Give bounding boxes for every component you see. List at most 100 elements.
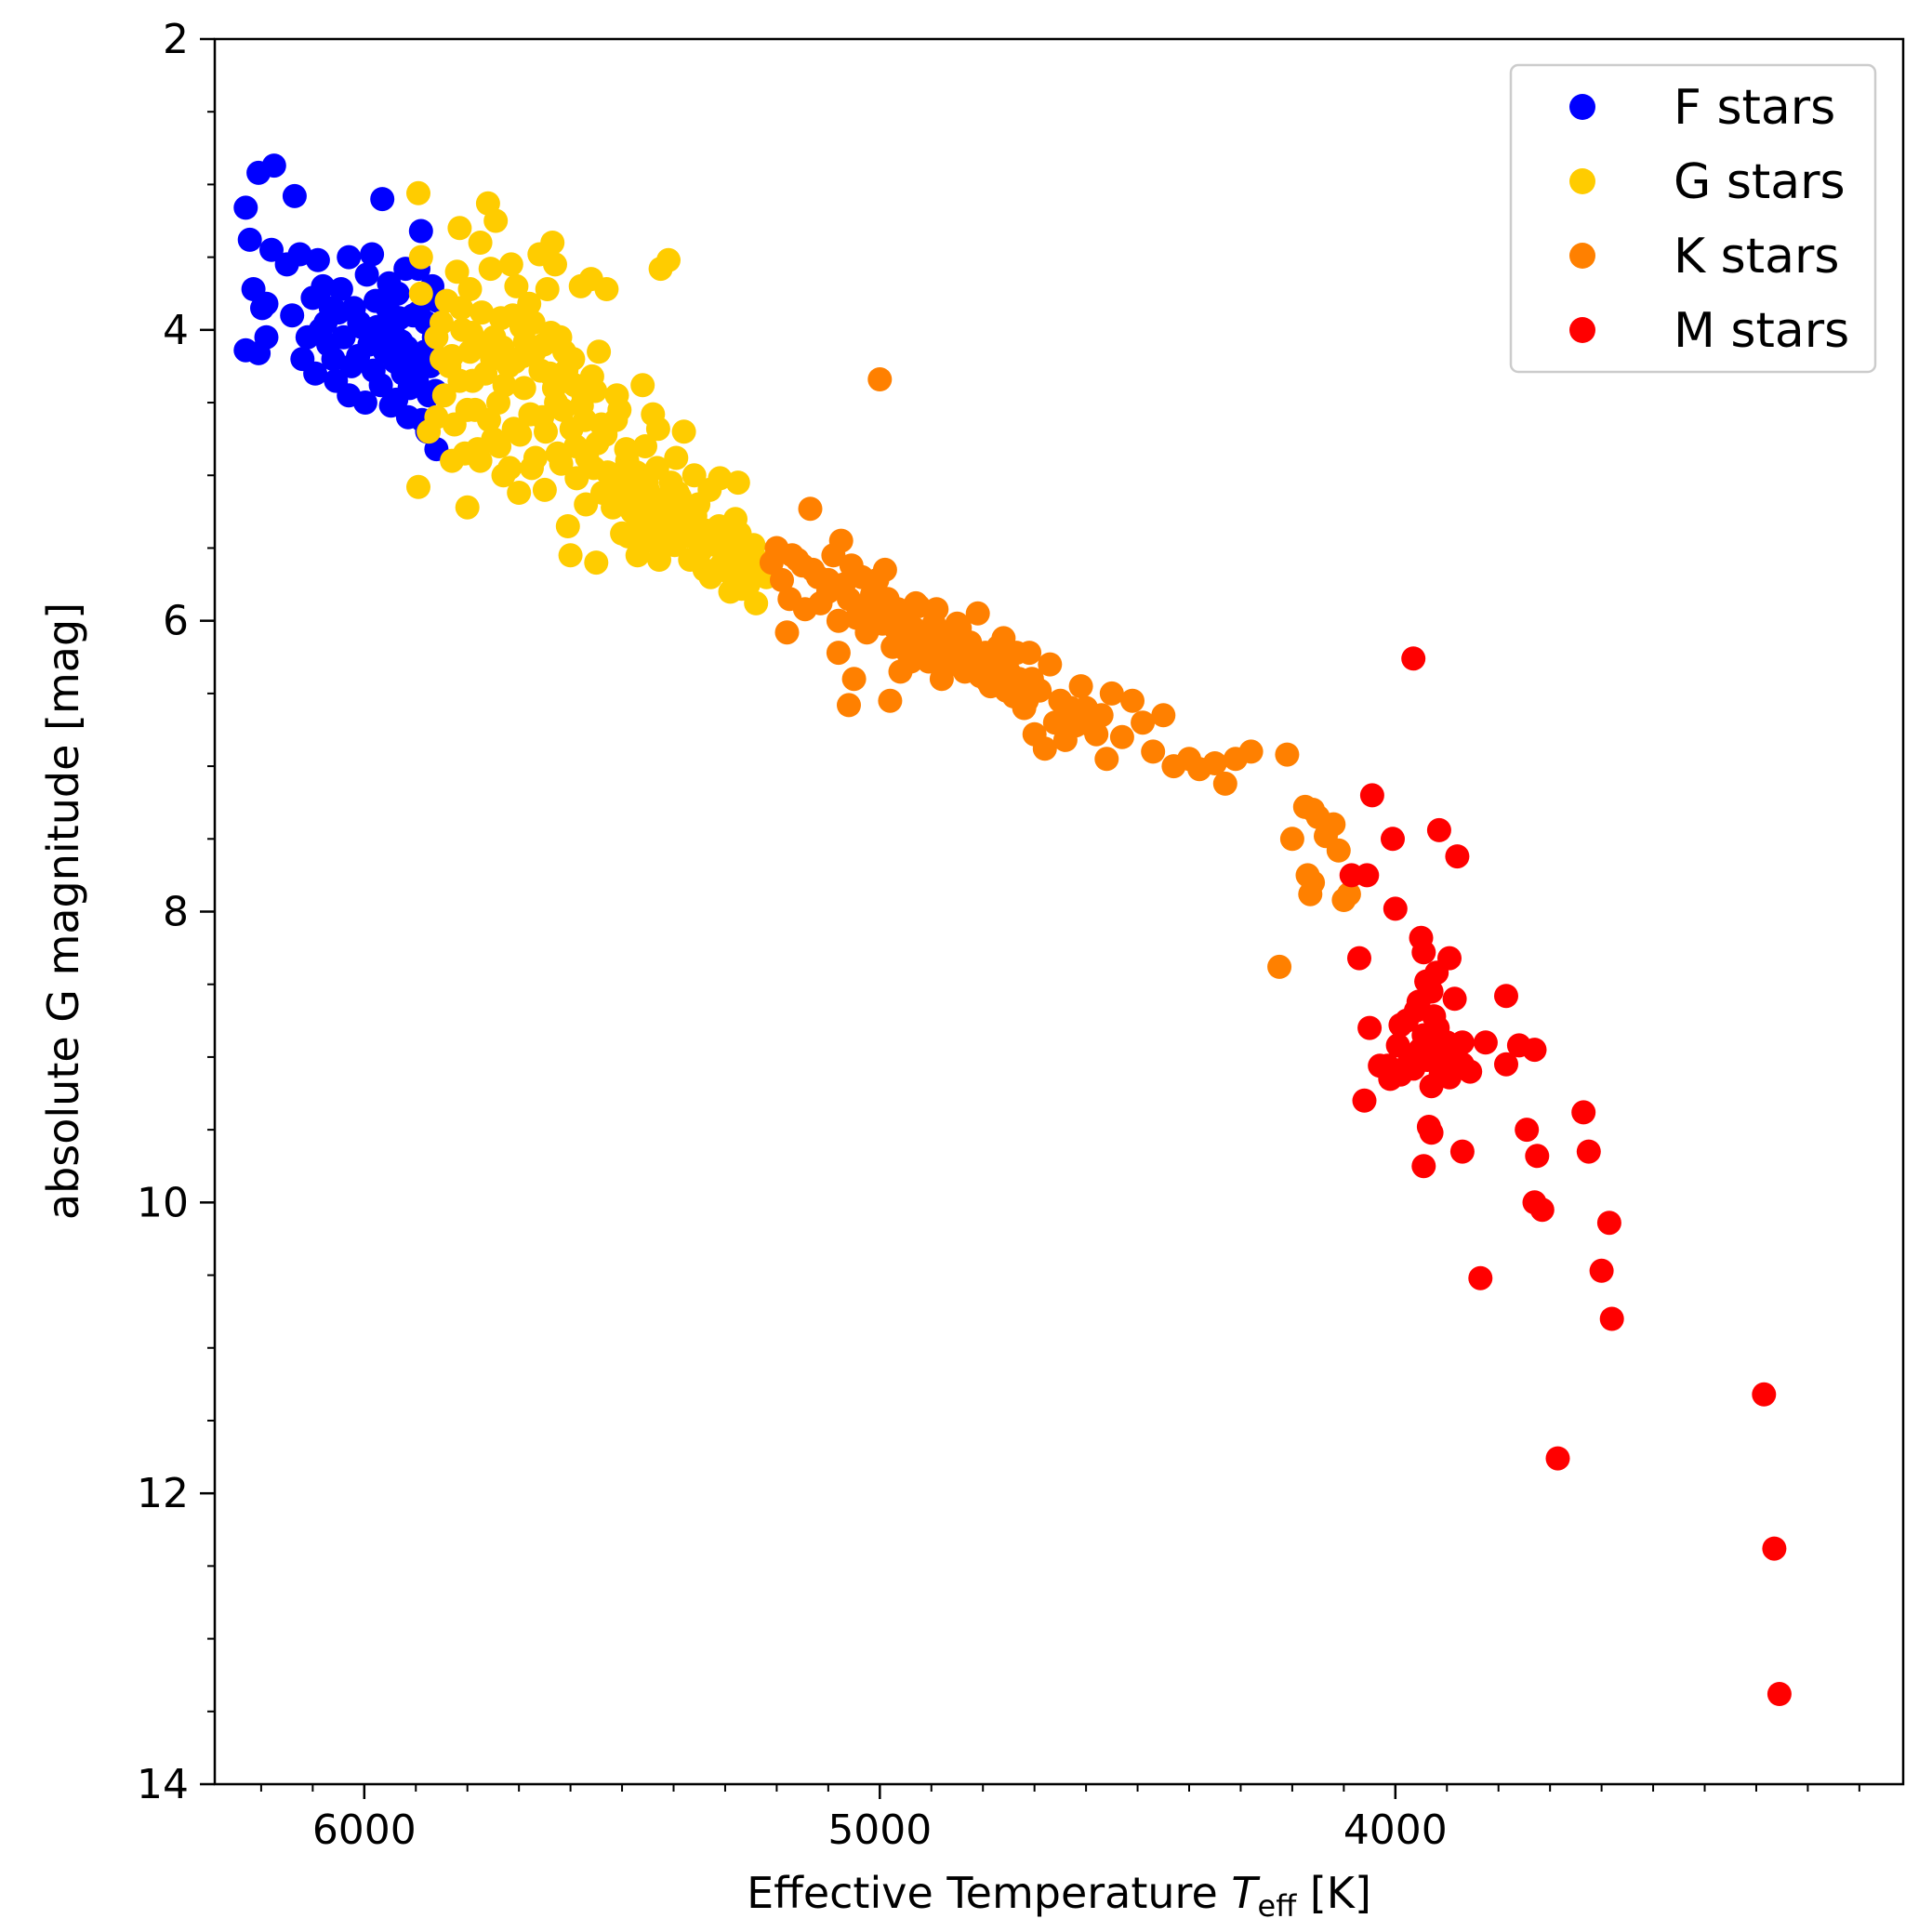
data-point <box>737 557 762 582</box>
data-point <box>500 303 525 328</box>
y-tick-label: 8 <box>163 889 189 936</box>
data-point <box>614 437 639 462</box>
data-point <box>406 474 430 499</box>
data-point <box>1458 1059 1483 1084</box>
data-point <box>1355 863 1380 888</box>
data-point <box>906 594 931 618</box>
legend-item: F stars <box>1569 80 1835 136</box>
data-point <box>490 335 515 360</box>
data-point <box>1589 1258 1614 1283</box>
data-point <box>1212 771 1237 796</box>
data-point <box>377 271 402 296</box>
data-point <box>573 407 598 432</box>
data-point <box>1279 827 1304 852</box>
data-point <box>237 227 262 252</box>
data-point <box>826 608 851 633</box>
data-point <box>1411 1154 1436 1179</box>
y-tick-label: 4 <box>163 307 189 354</box>
data-point <box>707 514 732 538</box>
data-point <box>826 641 851 666</box>
data-point <box>1378 1066 1403 1092</box>
data-point <box>1068 674 1093 699</box>
data-point <box>562 373 587 398</box>
data-point <box>541 376 566 401</box>
data-point <box>510 344 536 368</box>
y-tick-label: 10 <box>137 1179 189 1226</box>
data-point <box>1084 721 1109 747</box>
data-point <box>457 339 483 364</box>
data-point <box>584 550 609 576</box>
data-point <box>798 496 823 522</box>
data-point <box>1359 783 1384 808</box>
data-point <box>404 368 430 393</box>
data-point <box>449 296 474 321</box>
data-point <box>1468 1265 1493 1290</box>
data-point <box>440 344 465 368</box>
data-point <box>564 466 589 491</box>
data-point <box>686 492 711 517</box>
data-point <box>305 247 330 272</box>
data-point <box>507 481 532 505</box>
data-point <box>1099 681 1124 706</box>
data-point <box>865 567 890 592</box>
data-point <box>487 434 512 458</box>
data-point <box>708 466 733 491</box>
data-point <box>523 445 548 470</box>
data-point <box>468 231 493 255</box>
data-point <box>431 383 457 408</box>
data-point <box>534 419 558 444</box>
data-point <box>1411 940 1436 965</box>
data-point <box>1401 646 1426 671</box>
series-g-stars <box>406 180 779 615</box>
data-point <box>406 180 430 205</box>
data-point <box>1298 881 1323 906</box>
data-point <box>254 324 279 350</box>
legend-marker <box>1569 243 1595 269</box>
data-point <box>497 456 523 481</box>
data-point <box>878 688 903 713</box>
data-point <box>254 291 279 316</box>
data-point <box>1762 1536 1787 1561</box>
data-point <box>1238 739 1264 764</box>
data-point <box>1522 1038 1547 1063</box>
series-m-stars <box>1339 646 1792 1706</box>
data-point <box>727 521 752 546</box>
data-point <box>1436 1044 1461 1069</box>
data-point <box>280 303 305 328</box>
legend-item: K stars <box>1569 229 1839 285</box>
data-point <box>1545 1446 1570 1471</box>
data-point <box>665 481 690 505</box>
x-axis-title: Effective Temperature Teff [K] <box>747 1868 1371 1924</box>
data-point <box>259 237 284 262</box>
data-point <box>352 390 377 415</box>
legend-label: K stars <box>1674 229 1839 285</box>
data-point <box>1321 812 1346 837</box>
y-tick-label: 12 <box>137 1470 189 1517</box>
data-point <box>511 376 536 401</box>
data-point <box>447 216 472 241</box>
data-point <box>1494 984 1518 1009</box>
data-point <box>459 321 484 345</box>
y-tick-label: 14 <box>137 1761 189 1808</box>
data-point <box>518 402 543 427</box>
y-tick-label: 2 <box>163 16 189 63</box>
data-point <box>318 296 343 321</box>
data-point <box>408 245 433 270</box>
data-point <box>1395 1008 1419 1033</box>
data-point <box>394 335 419 360</box>
data-point <box>1385 1033 1410 1058</box>
legend-label: F stars <box>1674 80 1835 136</box>
legend: F stars G stars K stars M stars <box>1509 63 1877 374</box>
data-point <box>603 407 629 432</box>
data-point <box>630 373 655 398</box>
data-point <box>528 358 553 383</box>
data-point <box>1381 827 1405 852</box>
legend-marker <box>1569 94 1595 120</box>
data-point <box>1425 1015 1450 1040</box>
data-point <box>870 611 895 636</box>
data-point <box>370 187 395 212</box>
data-point <box>647 548 671 572</box>
data-point <box>1141 739 1166 764</box>
data-point <box>387 306 412 331</box>
